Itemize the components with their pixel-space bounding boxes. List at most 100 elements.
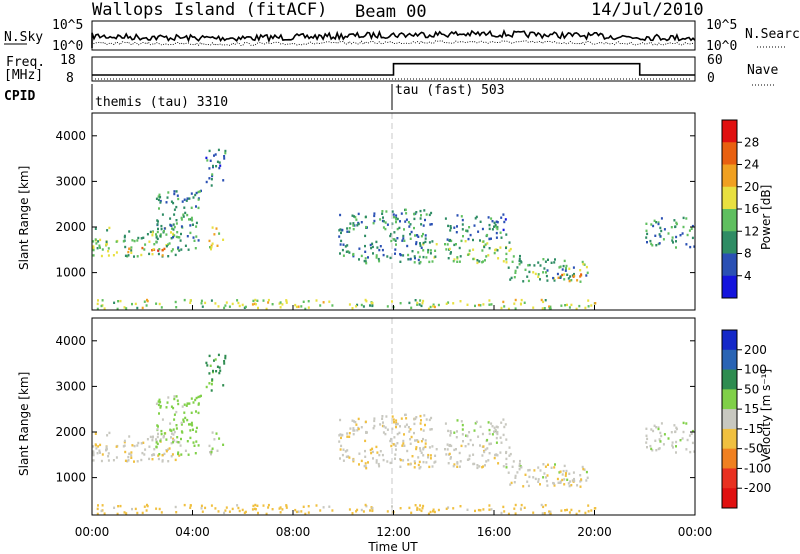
- velocity-cell: [376, 451, 379, 454]
- power-cell: [419, 260, 422, 264]
- power-cell: [663, 228, 666, 231]
- velocity-cell: [416, 508, 419, 511]
- power-cell: [456, 214, 459, 217]
- power-cell: [99, 246, 101, 249]
- power-cell: [413, 261, 416, 264]
- power-cell: [382, 253, 385, 257]
- velocity-cell: [419, 422, 422, 425]
- velocity-cell: [100, 459, 103, 463]
- power-cell: [143, 248, 146, 251]
- power-cell: [483, 245, 486, 249]
- velocity-cell: [660, 434, 663, 438]
- power-cell: [189, 218, 192, 221]
- power-cell: [92, 246, 95, 250]
- power-colorbar-label: Power [dB]: [759, 185, 773, 250]
- velocity-cell: [646, 446, 648, 449]
- power-cell: [97, 299, 99, 302]
- velocity-cell: [399, 458, 402, 462]
- power-cell: [579, 280, 582, 283]
- power-cell: [370, 246, 373, 250]
- velocity-cell: [254, 508, 257, 511]
- power-cell: [171, 227, 173, 230]
- power-cell: [567, 277, 570, 280]
- power-cell: [391, 210, 394, 213]
- velocity-cell: [419, 447, 421, 450]
- power-cell: [686, 233, 689, 237]
- power-cell: [543, 307, 546, 310]
- power-cell: [185, 199, 188, 202]
- power-cell: [399, 260, 402, 263]
- velocity-cell: [417, 440, 420, 443]
- power-cell: [431, 260, 434, 263]
- power-cell: [172, 232, 175, 236]
- power-cell: [570, 303, 573, 307]
- velocity-cell: [151, 454, 154, 457]
- power-cell: [143, 300, 146, 303]
- velocity-cell: [218, 437, 221, 440]
- power-cell: [542, 300, 545, 304]
- velocity-cell: [155, 438, 157, 441]
- power-cell: [215, 227, 218, 230]
- velocity-cell: [460, 444, 463, 448]
- power-cell: [559, 265, 562, 268]
- power-cell: [170, 200, 173, 203]
- power-cell: [493, 221, 496, 224]
- velocity-cell: [429, 510, 432, 514]
- velocity-cell: [351, 419, 354, 422]
- power-cell: [419, 244, 422, 247]
- velocity-cell: [402, 439, 405, 443]
- velocity-cell: [169, 429, 172, 432]
- velocity-cell: [375, 461, 378, 464]
- velocity-cell: [497, 462, 500, 465]
- velocity-cell: [101, 504, 104, 507]
- velocity-cell: [484, 448, 487, 451]
- velocity-cell: [544, 504, 547, 507]
- power-cell: [413, 226, 415, 230]
- power-cell: [420, 223, 423, 226]
- power-cell: [570, 279, 573, 282]
- velocity-cell: [158, 398, 161, 401]
- power-cell: [115, 251, 118, 254]
- power-cell: [481, 227, 484, 231]
- velocity-cell: [373, 424, 376, 428]
- velocity-cell: [157, 454, 160, 457]
- velocity-cell: [197, 403, 200, 406]
- velocity-cell: [159, 404, 162, 408]
- power-cell: [372, 252, 374, 255]
- velocity-cell: [223, 511, 226, 515]
- velocity-cell: [424, 439, 427, 442]
- velocity-cell: [670, 431, 673, 434]
- power-cell: [183, 298, 186, 302]
- power-cell: [217, 305, 220, 308]
- velocity-cell: [460, 420, 463, 423]
- power-cell: [173, 234, 176, 237]
- power-cell: [402, 237, 405, 240]
- velocity-cell: [527, 469, 530, 472]
- velocity-cell: [340, 444, 343, 448]
- velocity-cell: [197, 411, 200, 415]
- power-cell: [409, 223, 412, 226]
- power-cell: [100, 254, 103, 258]
- power-cell: [649, 239, 652, 243]
- velocity-cell: [315, 504, 318, 507]
- power-cell: [565, 264, 568, 268]
- power-cell: [516, 266, 519, 269]
- velocity-cell: [382, 425, 385, 428]
- velocity-cell: [345, 455, 348, 458]
- power-cell: [190, 206, 193, 209]
- power-cell: [156, 219, 159, 222]
- power-cell: [472, 238, 474, 242]
- velocity-cell: [546, 484, 549, 487]
- velocity-cell: [189, 429, 192, 432]
- power-cell: [400, 212, 403, 215]
- velocity-cell: [224, 354, 227, 358]
- velocity-cell: [464, 445, 467, 448]
- power-cell: [410, 306, 413, 309]
- power-cell: [444, 217, 447, 220]
- velocity-cell: [399, 507, 402, 510]
- power-cell: [115, 240, 118, 243]
- velocity-cell: [127, 459, 130, 462]
- velocity-cell: [420, 428, 423, 431]
- power-cell: [568, 306, 571, 309]
